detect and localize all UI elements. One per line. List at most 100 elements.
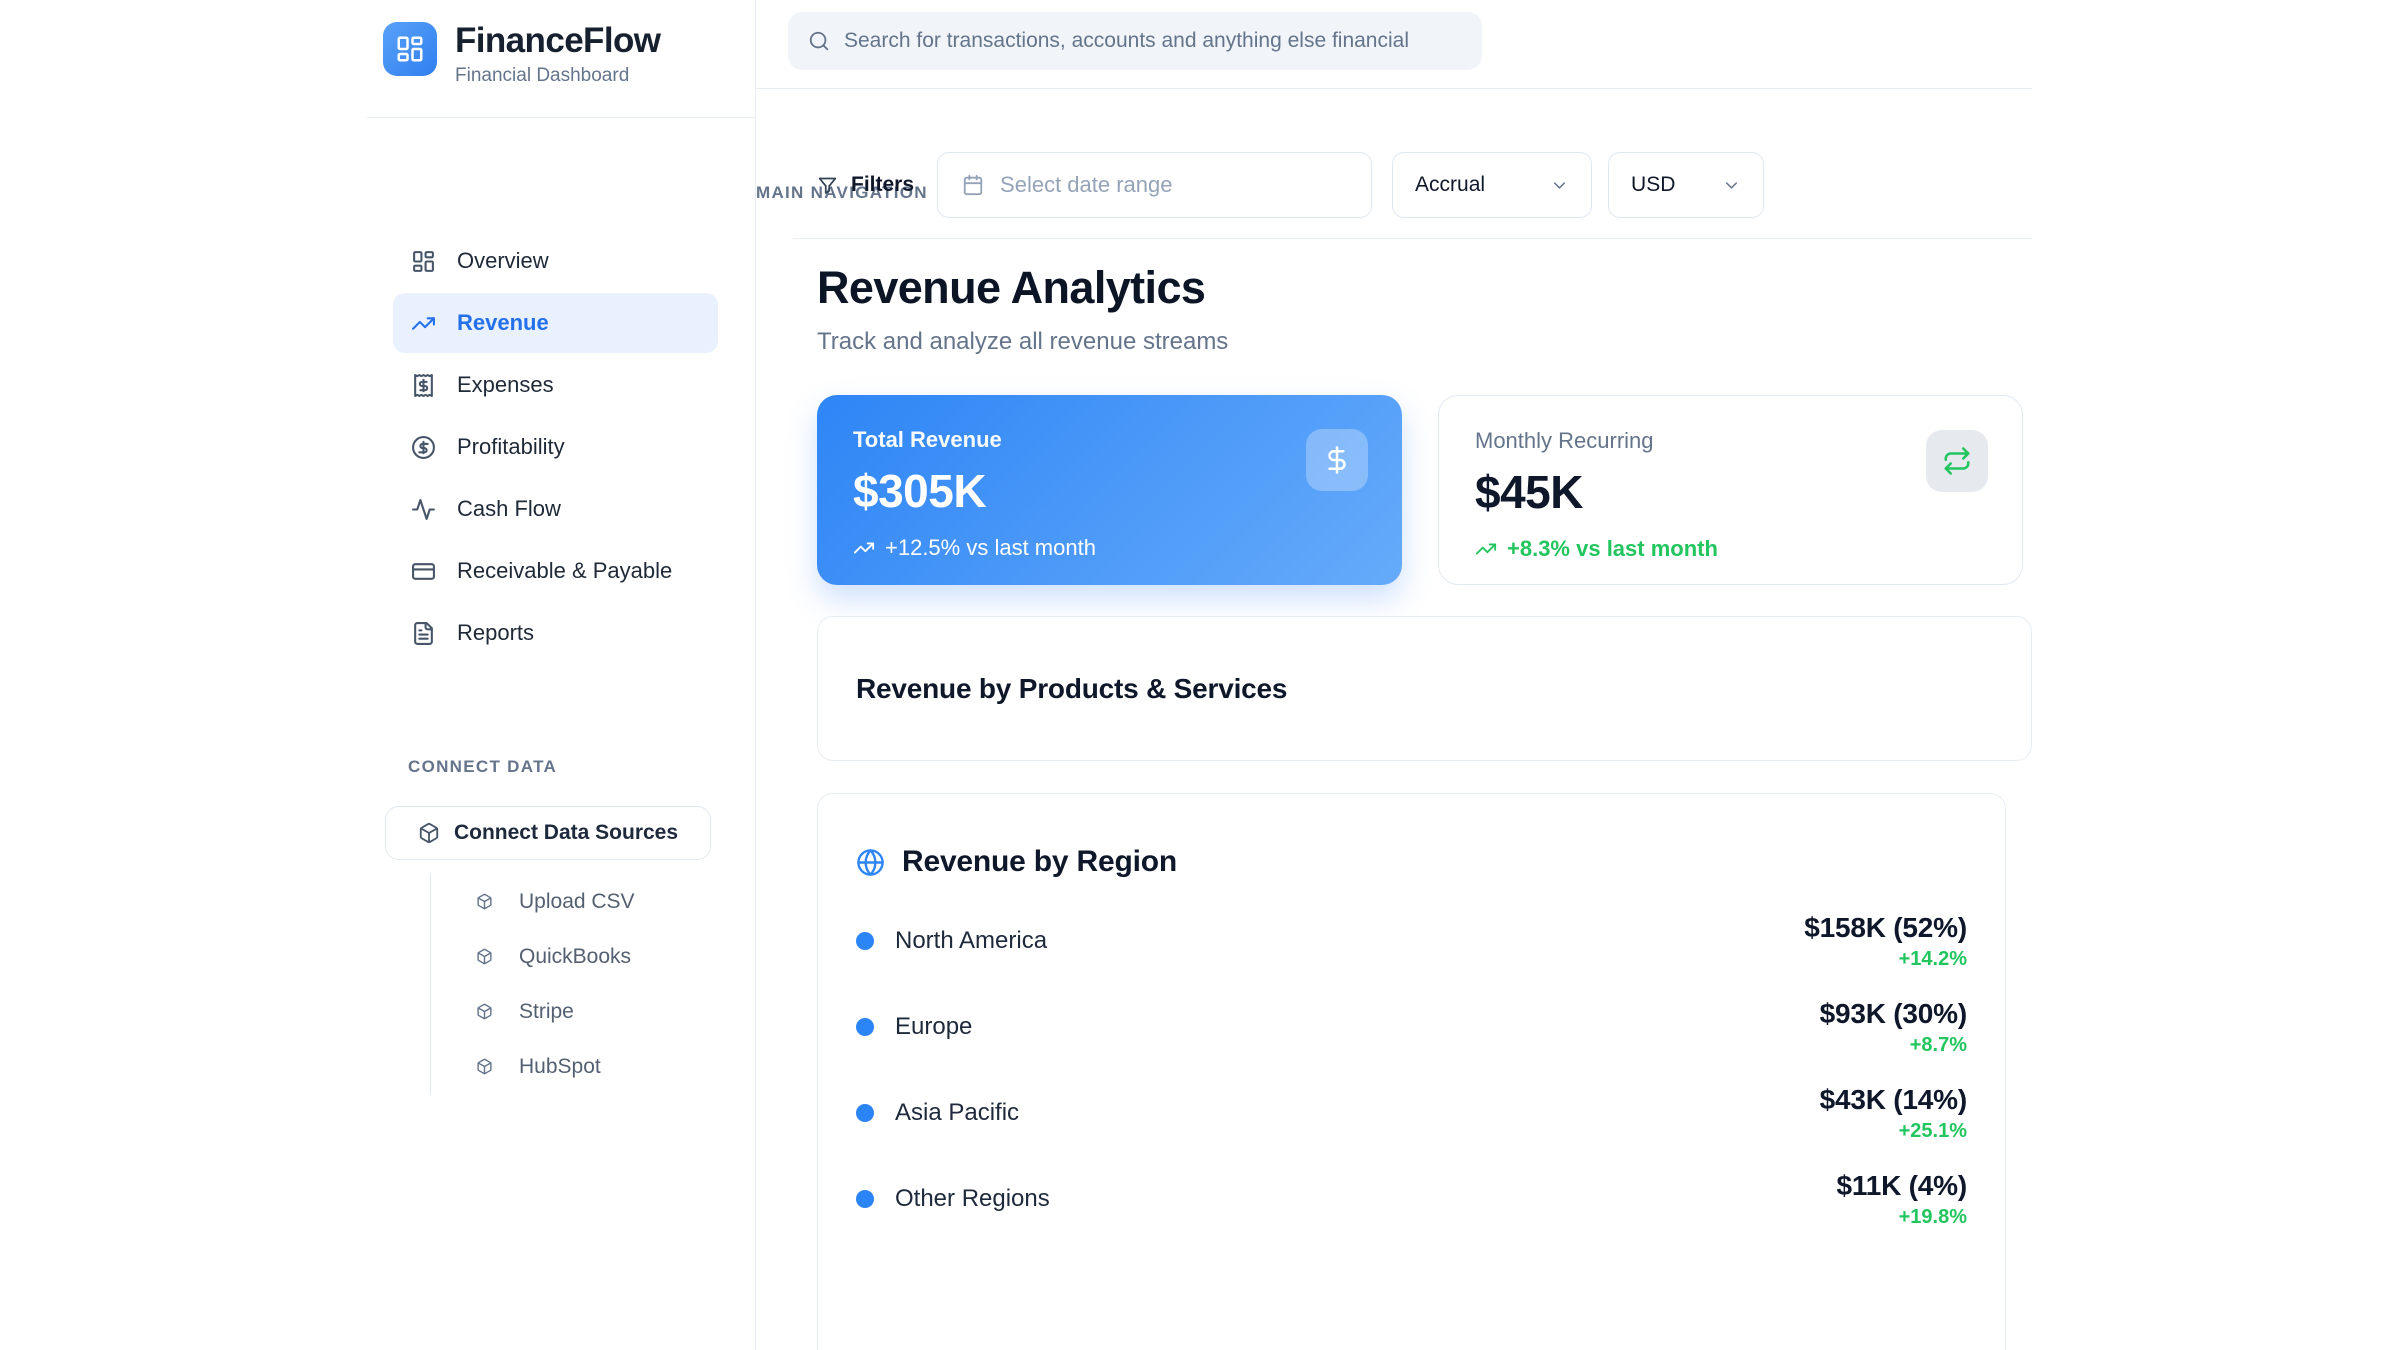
filters-label: Filters: [851, 173, 915, 196]
connect-sources-list: Upload CSV QuickBooks Stripe HubSpot: [430, 874, 718, 1094]
region-dot-icon: [856, 932, 874, 950]
stat-change-text: +12.5% vs last month: [885, 535, 1096, 560]
sidebar-item-label: Overview: [457, 248, 549, 273]
brand-text: FinanceFlow Financial Dashboard: [455, 21, 661, 87]
connect-data-sources-button[interactable]: Connect Data Sources: [385, 806, 711, 860]
sidebar-item-label: Profitability: [457, 434, 565, 459]
brand: FinanceFlow Financial Dashboard: [383, 21, 661, 87]
section-divider: [793, 238, 2032, 239]
app-tagline: Financial Dashboard: [455, 65, 630, 86]
main-content: Filters Select date range Accrual USD Re…: [756, 0, 2400, 1350]
sidebar-item-cash-flow[interactable]: Cash Flow: [393, 479, 718, 539]
regions-section-title: Revenue by Region: [902, 845, 1177, 878]
sidebar-item-profitability[interactable]: Profitability: [393, 417, 718, 477]
region-row: Europe $93K (30%) +8.7%: [856, 998, 1967, 1056]
search-box[interactable]: [788, 12, 1482, 70]
chevron-down-icon: [1553, 181, 1566, 189]
currency-value: USD: [1631, 173, 1676, 196]
region-value-group: $11K (4%) +19.8%: [1837, 1170, 1968, 1229]
filters-row: Filters Select date range Accrual USD: [817, 152, 1780, 218]
region-value: $158K (52%): [1804, 911, 1967, 943]
region-row: North America $158K (52%) +14.2%: [856, 912, 1967, 970]
repeat-icon: [1926, 430, 1988, 492]
package-icon: [419, 822, 439, 844]
monthly-recurring-card: Monthly Recurring $45K +8.3% vs last mon…: [1438, 395, 2023, 585]
connect-item-label: Stripe: [519, 999, 574, 1023]
connect-item-hubspot[interactable]: HubSpot: [431, 1039, 718, 1094]
receipt-icon: [414, 373, 433, 397]
app-title: FinanceFlow: [455, 21, 661, 60]
region-value: $11K (4%): [1836, 1169, 1968, 1201]
currency-select[interactable]: USD: [1608, 152, 1765, 218]
circle-dollar-icon: [412, 435, 435, 459]
region-label-group: Other Regions: [856, 1185, 1050, 1213]
region-dot-icon: [856, 1018, 874, 1036]
date-range-placeholder: Select date range: [1000, 172, 1173, 197]
sidebar-item-receivable-payable[interactable]: Receivable & Payable: [393, 541, 718, 601]
file-text-icon: [414, 621, 433, 645]
trending-up-icon: [1475, 543, 1497, 555]
main-navigation: Overview Revenue Expenses Profitability …: [393, 231, 718, 665]
sidebar: FinanceFlow Financial Dashboard MAIN NAV…: [0, 0, 927, 1350]
sidebar-item-revenue[interactable]: Revenue: [393, 293, 718, 353]
connect-item-label: HubSpot: [519, 1054, 601, 1078]
stat-label: Monthly Recurring: [1475, 428, 1654, 453]
region-change: +8.7%: [1909, 1033, 1967, 1056]
region-dot-icon: [856, 1190, 874, 1208]
package-icon: [477, 1058, 492, 1075]
package-icon: [477, 893, 492, 910]
connect-section-heading: CONNECT DATA: [408, 757, 558, 776]
stat-change: +12.5% vs last month: [853, 535, 1366, 561]
credit-card-icon: [412, 562, 435, 580]
search-icon: [809, 31, 829, 51]
region-value: $43K (14%): [1819, 1083, 1968, 1115]
trending-up-icon: [412, 316, 435, 330]
products-section-title: Revenue by Products & Services: [856, 672, 1288, 704]
trending-up-icon: [853, 542, 875, 554]
region-value-group: $43K (14%) +25.1%: [1819, 1083, 1968, 1143]
dollar-sign-icon: [1306, 429, 1368, 491]
connect-button-label: Connect Data Sources: [453, 821, 679, 844]
app-logo-icon: [383, 22, 437, 76]
sidebar-item-expenses[interactable]: Expenses: [393, 355, 718, 415]
connect-item-upload-csv[interactable]: Upload CSV: [431, 874, 718, 929]
sidebar-item-label: Cash Flow: [457, 496, 561, 521]
region-dot-icon: [856, 1104, 874, 1122]
regions-header: Revenue by Region: [856, 844, 1967, 880]
sidebar-item-overview[interactable]: Overview: [393, 231, 718, 291]
search-input[interactable]: [844, 29, 1462, 53]
date-range-picker[interactable]: Select date range: [937, 152, 1373, 218]
connect-item-quickbooks[interactable]: QuickBooks: [431, 929, 718, 984]
connect-item-label: Upload CSV: [519, 889, 635, 913]
stat-label: Total Revenue: [853, 427, 1002, 452]
filters-toggle[interactable]: Filters: [817, 173, 914, 197]
region-value: $93K (30%): [1819, 997, 1968, 1029]
connect-item-label: QuickBooks: [519, 944, 632, 968]
region-row: Asia Pacific $43K (14%) +25.1%: [856, 1084, 1967, 1142]
stat-change-text: +8.3% vs last month: [1507, 536, 1718, 561]
basis-value: Accrual: [1415, 173, 1486, 196]
calendar-icon: [963, 174, 983, 196]
funnel-icon: [818, 177, 837, 194]
revenue-by-products-card: Revenue by Products & Services: [817, 616, 2032, 761]
sidebar-item-label: Receivable & Payable: [457, 558, 673, 583]
sidebar-item-reports[interactable]: Reports: [393, 603, 718, 663]
sidebar-divider: [367, 117, 755, 118]
connect-item-stripe[interactable]: Stripe: [431, 984, 718, 1039]
chevron-down-icon: [1725, 181, 1738, 189]
globe-icon: [857, 848, 884, 876]
region-label-group: North America: [856, 927, 1047, 955]
region-change: +25.1%: [1898, 1119, 1967, 1142]
package-icon: [477, 1003, 492, 1020]
page-title: Revenue Analytics: [817, 262, 1206, 313]
stat-change: +8.3% vs last month: [1475, 536, 1986, 562]
region-name: North America: [895, 927, 1048, 954]
sidebar-item-label: Reports: [457, 620, 535, 645]
revenue-by-region-card: Revenue by Region North America $158K (5…: [817, 793, 2006, 1350]
region-label-group: Asia Pacific: [856, 1099, 1019, 1127]
accounting-basis-select[interactable]: Accrual: [1392, 152, 1593, 218]
sidebar-item-label: Revenue: [457, 310, 549, 335]
stat-value: $305K: [853, 465, 987, 517]
total-revenue-card: Total Revenue $305K +12.5% vs last month: [817, 395, 1402, 585]
